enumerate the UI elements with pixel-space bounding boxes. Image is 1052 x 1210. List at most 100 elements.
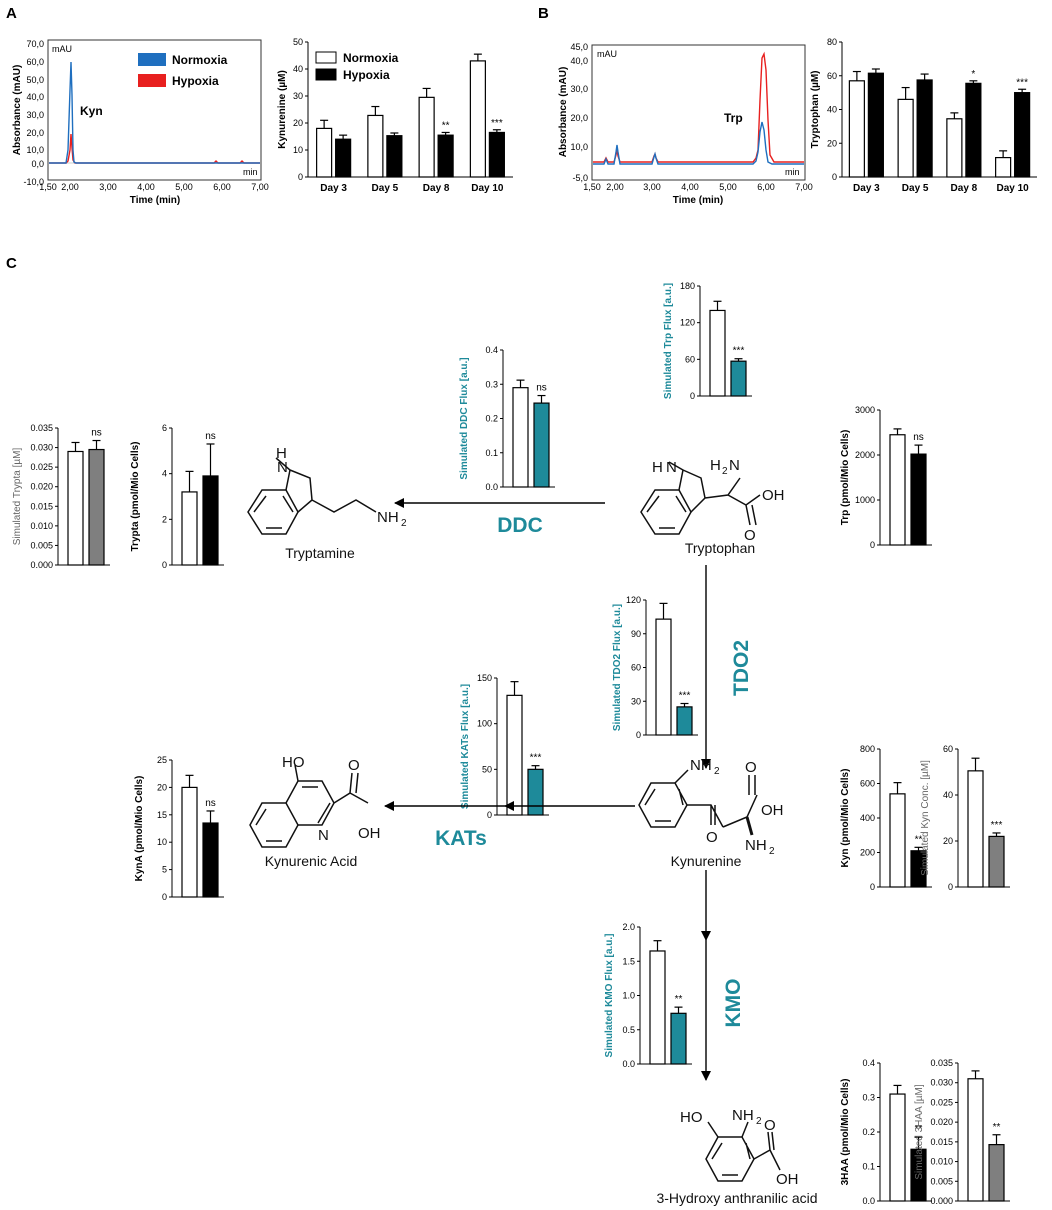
y-axis-label: KynA (pmol/Mio Cells) [134,776,145,882]
y-tick-label: 0.1 [862,1162,875,1172]
y-axis-label: 3HAA (pmol/Mio Cells) [840,1079,851,1186]
y-tick-label: 60 [685,354,695,364]
chromatogram-a-xtick: 2,00 [61,182,79,192]
molecule-tryptophan [640,461,761,535]
bar [202,475,219,566]
y-tick-label: 3000 [855,405,875,415]
enzyme-kmo: KMO [722,979,745,1028]
bar [335,138,352,178]
x-tick-label: Day 5 [902,183,929,194]
chromatogram-a-xtick: 7,00 [251,182,269,192]
molecule-kynurenine [638,769,758,836]
panel-label-b: B [538,5,549,22]
chromatogram-a-xlabel: Time (min) [130,195,180,206]
bar [730,360,747,397]
chromatogram-a-xtick: 3,00 [99,182,117,192]
significance-label: ns [913,432,924,443]
chromatogram-b-min: min [785,167,800,177]
y-axis-label: Kyn (pmol/Mio Cells) [840,769,851,868]
y-tick-label: 0.5 [622,1025,635,1035]
chromatogram-b-xtick: 7,00 [795,182,813,192]
tryptophan-sub2: 2 [722,466,728,477]
bar-chart-11: 0 20 40 60 Simulated Kyn Conc. [µM] *** [920,744,1010,892]
tryptamine-nh: H [276,445,287,462]
bar [848,80,865,178]
y-tick-label: 0.000 [30,560,53,570]
y-tick-label: 20 [943,836,953,846]
bar-chart-13: 0.0 0.1 0.2 0.3 0.4 3HAA (pmol/Mio Cells) ** [840,1058,932,1206]
y-tick-label: 0 [690,391,695,401]
bar [967,1078,984,1202]
bar [916,79,933,178]
chromatogram-b-xlabel: Time (min) [673,195,723,206]
bar-chart-9: 0 5 10 15 20 25 KynA (pmol/Mio Cells) ns [134,755,224,902]
x-tick-label: Day 5 [372,183,399,194]
haa-nh2: NH [732,1107,754,1124]
y-tick-label: 5 [162,865,167,875]
chromatogram-a-ytick: 60,0 [26,57,44,67]
chromatogram-a-min: min [243,167,258,177]
chromatogram-b-ytick: 20,0 [570,113,588,123]
chromatogram-a-unit: mAU [52,44,72,54]
bar-chart-14: 0.000 0.005 0.010 0.015 0.020 0.025 0.030 0.035… [914,1058,1010,1206]
bar [965,82,982,178]
chromatogram-a-ytick: 40,0 [26,92,44,102]
y-tick-label: 180 [680,281,695,291]
kynurenic-n: N [318,827,329,844]
enzyme-kats: KATs [435,827,487,850]
y-axis-label: Simulated TDO2 Flux [a.u.] [612,604,623,731]
bar [506,694,523,816]
kynurenine-o: O [745,759,757,776]
legend-swatch-hypoxia [138,74,166,87]
y-tick-label: 1.0 [622,991,635,1001]
significance-label: ** [915,1124,923,1135]
y-axis-label: Tryptophan (µM) [810,71,821,149]
y-axis-label: Simulated Trypta [µM] [12,448,23,546]
y-tick-label: 25 [157,755,167,765]
chromatogram-a-normoxia-trace [49,61,260,164]
legend-swatch [315,51,337,64]
tryptamine-nh2: NH [377,509,399,526]
significance-label: * [971,69,975,80]
y-tick-label: 60 [943,744,953,754]
y-tick-label: 0 [870,540,875,550]
chromatogram-b-xtick: 5,00 [719,182,737,192]
y-tick-label: 30 [293,91,303,101]
chromatogram-a-ytick: 50,0 [26,75,44,85]
chromatogram-b-ytick: 10,0 [570,142,588,152]
chromatogram-b-ytick: 40,0 [570,56,588,66]
y-tick-label: 20 [827,138,837,148]
kynurenine-o2: O [706,829,718,846]
y-axis-label: Simulated DDC Flux [a.u.] [459,357,470,479]
grouped-bar-chart-1: 0 20 40 60 80 Tryptophan (µM) Day 3 Day 5 * Day 8… [810,37,1037,194]
y-axis-label: Simulated KATs Flux [a.u.] [460,684,471,809]
y-tick-label: 100 [477,719,492,729]
tryptophan-n2: N [729,457,740,474]
kynurenic-o: O [348,757,360,774]
y-axis-label: Simulated 3HAA [µM] [914,1084,925,1179]
y-tick-label: 800 [860,744,875,754]
haa-sub2: 2 [756,1116,762,1127]
panel-label-c: C [6,255,17,272]
molecule-name-tryptophan: Tryptophan [685,540,755,556]
significance-label: ** [915,834,923,845]
bar [988,1144,1005,1202]
kynurenine-nh2-b: NH [745,837,767,854]
y-tick-label: 80 [827,37,837,47]
bar [889,1093,906,1202]
y-tick-label: 6 [162,423,167,433]
molecule-kynurenic-acid [249,764,369,848]
molecule-name-kynurenine: Kynurenine [671,853,742,869]
x-tick-label: Day 3 [320,183,347,194]
significance-label: *** [991,820,1003,831]
y-tick-label: 2.0 [622,922,635,932]
legend-label: Normoxia [343,51,399,65]
significance-label: *** [679,691,691,702]
y-axis-label: Trp (pmol/Mio Cells) [840,430,851,526]
chromatogram-b-normoxia-trace [593,121,804,165]
chromatogram-b-xtick: 1,50 [583,182,601,192]
bar [512,387,529,488]
y-tick-label: 0.4 [862,1058,875,1068]
molecule-name-kynurenic-acid: Kynurenic Acid [265,853,358,869]
